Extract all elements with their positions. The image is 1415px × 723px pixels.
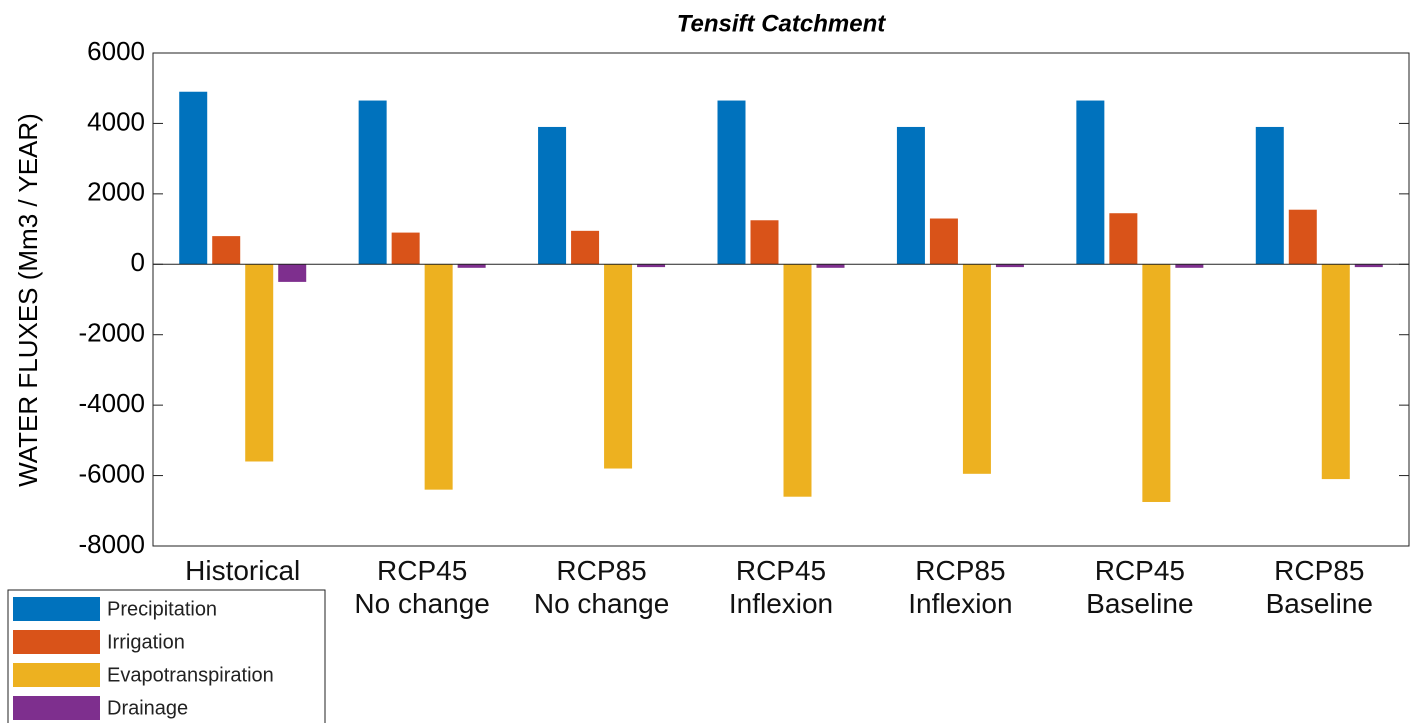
y-tick-label: -4000 bbox=[79, 388, 146, 418]
x-tick-label: RCP45 No change bbox=[354, 555, 490, 619]
bar bbox=[179, 91, 208, 265]
bar bbox=[1354, 264, 1383, 268]
y-tick-label: 6000 bbox=[87, 36, 145, 66]
bar bbox=[457, 264, 486, 268]
y-tick-label: -8000 bbox=[79, 529, 146, 559]
bar bbox=[391, 232, 420, 265]
bar bbox=[750, 220, 779, 265]
legend-swatch bbox=[13, 597, 100, 621]
bar bbox=[424, 264, 453, 490]
bar bbox=[962, 264, 991, 474]
bar bbox=[604, 264, 633, 469]
x-tick-label: Historical bbox=[185, 555, 301, 586]
x-tick-label: RCP85 Inflexion bbox=[908, 555, 1013, 619]
legend-label: Evapotranspiration bbox=[107, 664, 274, 686]
legend-swatch bbox=[13, 696, 100, 720]
legend-label: Irrigation bbox=[107, 631, 185, 653]
legend-label: Drainage bbox=[107, 697, 188, 719]
y-tick-label: -2000 bbox=[79, 318, 146, 348]
plot-frame bbox=[152, 52, 1410, 547]
bar bbox=[783, 264, 812, 497]
legend-swatch bbox=[13, 630, 100, 654]
y-tick-label: 4000 bbox=[87, 106, 145, 136]
bar bbox=[816, 264, 845, 268]
bar bbox=[358, 100, 387, 265]
y-tick-label: 2000 bbox=[87, 177, 145, 207]
bar bbox=[717, 100, 746, 265]
bar bbox=[278, 264, 307, 282]
x-tick-label: RCP85 No change bbox=[533, 555, 670, 619]
legend-label: Precipitation bbox=[107, 598, 217, 620]
bar bbox=[1321, 264, 1350, 480]
bar bbox=[637, 264, 666, 268]
bar bbox=[245, 264, 274, 462]
bar bbox=[1175, 264, 1204, 268]
x-tick-label: RCP45 Inflexion bbox=[728, 555, 834, 619]
bar bbox=[571, 230, 600, 265]
bar bbox=[929, 218, 958, 265]
bar bbox=[995, 264, 1024, 268]
x-tick-label: RCP85 Baseline bbox=[1265, 555, 1373, 619]
bar bbox=[1076, 100, 1105, 265]
legend-swatch bbox=[13, 663, 100, 687]
bar bbox=[1142, 264, 1171, 502]
bar bbox=[1255, 126, 1284, 265]
bar bbox=[212, 236, 241, 265]
y-tick-label: -6000 bbox=[79, 458, 146, 488]
y-tick-label: 0 bbox=[131, 247, 145, 277]
y-axis-label: WATER FLUXES (Mm3 / YEAR) bbox=[13, 113, 43, 487]
bar bbox=[538, 126, 567, 265]
bar bbox=[1288, 209, 1317, 265]
bar bbox=[1109, 213, 1138, 265]
x-tick-label: RCP45 Baseline bbox=[1086, 555, 1194, 619]
bar bbox=[896, 126, 925, 265]
chart-title: Tensift Catchment bbox=[677, 10, 886, 37]
